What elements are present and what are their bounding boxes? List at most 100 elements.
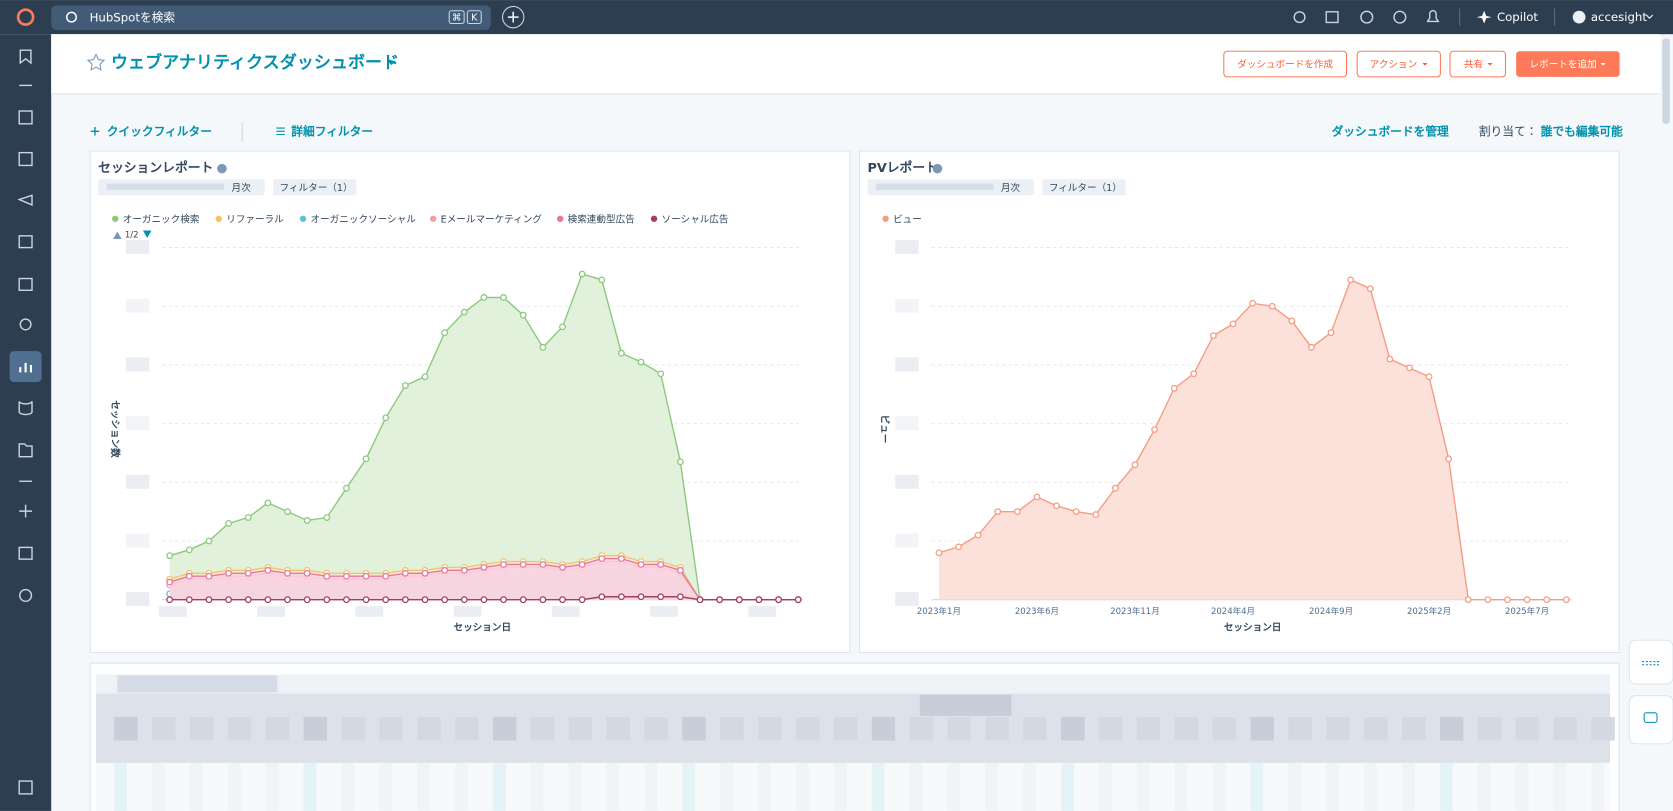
point: [598, 593, 606, 601]
point: [1327, 329, 1335, 337]
button-label: ダッシュボードを作成: [1237, 59, 1333, 71]
blur: [682, 762, 696, 811]
blur: [1098, 717, 1123, 741]
nav-icon[interactable]: [18, 235, 33, 249]
caret: [1487, 63, 1493, 66]
point: [519, 596, 527, 604]
filter-pill: [273, 179, 357, 196]
nav-icon[interactable]: [18, 110, 33, 125]
point: [362, 572, 370, 580]
market-icon[interactable]: [1325, 11, 1339, 24]
scrollbar[interactable]: [1662, 38, 1670, 124]
blur: [303, 717, 328, 741]
filter-label: フィルター（1）: [280, 182, 353, 194]
blur: [1553, 762, 1567, 811]
assign-value[interactable]: 誰でも編集可能: [1541, 124, 1623, 138]
blur: [1553, 717, 1577, 741]
blur: [1364, 717, 1388, 741]
blurred-tick-label: [551, 606, 580, 617]
point: [480, 294, 488, 301]
point: [1053, 502, 1060, 510]
call-icon[interactable]: [1293, 11, 1306, 24]
button[interactable]: [1356, 50, 1441, 78]
blur: [644, 717, 668, 741]
point: [382, 572, 390, 580]
blurred-tick-label: [125, 416, 150, 431]
copilot[interactable]: Copilot: [1497, 10, 1538, 24]
x-tick-label: 2023年11月: [1110, 606, 1160, 617]
assign-label: 割り当て：: [1479, 124, 1538, 138]
advanced-filter[interactable]: 詳細フィルター: [291, 124, 373, 138]
nav-icon[interactable]: [18, 443, 33, 458]
filter-icon: [276, 127, 285, 136]
caret[interactable]: [387, 60, 396, 66]
bell-icon[interactable]: [1426, 10, 1440, 23]
point: [284, 508, 291, 516]
point: [1288, 317, 1296, 325]
blurred-tick-label: [895, 298, 919, 313]
search-box[interactable]: [51, 5, 491, 30]
point: [578, 561, 586, 568]
point: [166, 578, 174, 586]
legend-dot: [556, 215, 564, 222]
nav-icon[interactable]: [18, 780, 33, 795]
settings-icon[interactable]: [1393, 10, 1407, 24]
blur: [1439, 762, 1453, 811]
point: [974, 531, 982, 539]
nav-icon[interactable]: [19, 504, 33, 518]
nav-icon[interactable]: [18, 151, 33, 167]
floating-button[interactable]: [1628, 695, 1673, 745]
nav-icon[interactable]: [19, 588, 33, 602]
blur: [644, 762, 658, 811]
blur: [1174, 762, 1188, 811]
point: [1406, 364, 1413, 372]
button[interactable]: [1223, 50, 1348, 78]
point: [1523, 596, 1531, 604]
blur: [1061, 762, 1074, 811]
add-button[interactable]: [502, 5, 525, 29]
point: [1386, 355, 1394, 363]
blur: [720, 717, 744, 741]
point: [244, 514, 252, 521]
nav-icon[interactable]: [19, 318, 32, 331]
help-icon[interactable]: [1360, 10, 1374, 24]
legend-dot: [429, 215, 437, 222]
button[interactable]: [1449, 50, 1507, 78]
button[interactable]: [1516, 51, 1620, 77]
point: [1543, 596, 1551, 604]
blur: [455, 717, 479, 741]
point: [382, 596, 390, 604]
nav-icon[interactable]: [18, 400, 33, 416]
point: [519, 561, 527, 568]
point: [1131, 461, 1139, 469]
manage-dashboard[interactable]: ダッシュボードを管理: [1332, 124, 1449, 138]
point: [166, 596, 174, 604]
legend-dot: [650, 215, 658, 222]
blur: [720, 762, 734, 811]
filter-pill: [1042, 179, 1126, 196]
nav-icon[interactable]: [18, 277, 33, 291]
point: [1504, 596, 1511, 604]
blur: [1288, 717, 1312, 741]
account-name[interactable]: accesight: [1591, 10, 1648, 24]
dashboard-title[interactable]: ウェブアナリティクスダッシュボード: [111, 52, 399, 73]
quick-filter[interactable]: クイックフィルター: [107, 124, 212, 138]
avatar[interactable]: [1572, 10, 1586, 24]
favorite-star[interactable]: [86, 53, 106, 71]
blur: [492, 717, 517, 741]
blur: [568, 762, 582, 811]
nav-icon[interactable]: [19, 49, 32, 65]
nav-icon[interactable]: [17, 194, 33, 206]
y-axis-label: セッション数: [109, 400, 121, 458]
logo[interactable]: [16, 8, 35, 26]
point: [618, 349, 625, 357]
blurred-tick-label: [895, 357, 919, 372]
point: [500, 561, 507, 568]
blur: [1174, 717, 1199, 741]
blur: [106, 183, 225, 190]
point: [618, 593, 625, 601]
blur: [947, 762, 961, 811]
point: [323, 572, 331, 580]
nav-icon[interactable]: [18, 546, 33, 560]
blur: [492, 762, 506, 811]
